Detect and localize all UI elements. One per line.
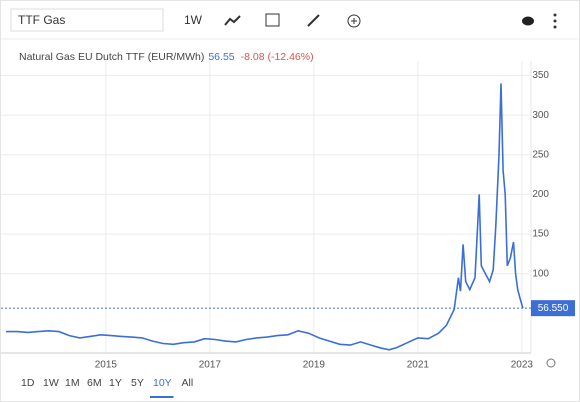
range-button[interactable]: All <box>182 377 194 389</box>
instrument-header: Natural Gas EU Dutch TTF (EUR/MWh) 56.55-… <box>19 51 314 63</box>
interval[interactable]: 1W <box>184 13 203 27</box>
search-box[interactable] <box>10 8 164 32</box>
change: -8.08 (-12.46%) <box>241 51 314 63</box>
chart-type-icon[interactable] <box>224 15 241 26</box>
x-tick-label: 2017 <box>199 360 222 371</box>
range-button[interactable]: 5Y <box>131 377 144 389</box>
last-price-tag <box>531 300 575 317</box>
y-tick-label: 100 <box>532 268 549 279</box>
range-button[interactable]: 1W <box>43 377 59 389</box>
search-text: TTF Gas <box>18 13 65 27</box>
y-tick-label: 250 <box>532 149 549 160</box>
range-button[interactable]: 10Y <box>153 377 172 389</box>
range-button[interactable]: 1M <box>65 377 80 389</box>
instrument-name: Natural Gas EU Dutch TTF (EUR/MWh) <box>19 51 204 63</box>
calendar-icon[interactable] <box>265 13 280 27</box>
range-button[interactable]: 1D <box>21 377 35 389</box>
draw-icon[interactable] <box>307 14 320 27</box>
x-tick-label: 2023 <box>511 360 534 371</box>
x-tick-label: 2015 <box>95 360 118 371</box>
add-icon-plus <box>351 18 357 24</box>
price-line <box>6 83 524 351</box>
range-button[interactable]: 1Y <box>109 377 122 389</box>
range-bar: 1D 1W 1M 6M 1Y 5Y 10Y All <box>21 377 194 398</box>
y-tick-label: 150 <box>532 229 549 240</box>
x-tick-label: 2021 <box>407 360 430 371</box>
settings-icon[interactable] <box>546 358 556 368</box>
range-button[interactable]: 6M <box>87 377 102 389</box>
download-icon[interactable] <box>522 16 534 26</box>
y-tick-label: 350 <box>532 70 549 81</box>
menu-icon-dot <box>553 19 557 23</box>
price: 56.55 <box>208 51 234 63</box>
y-tick-label: 300 <box>532 110 549 121</box>
menu-icon-dot <box>553 25 557 29</box>
x-tick-label: 2019 <box>303 360 326 371</box>
add-icon[interactable] <box>347 14 361 28</box>
y-tick-label: 200 <box>532 189 549 200</box>
last-price-label: 56.550 <box>538 303 569 314</box>
menu-icon[interactable] <box>553 13 557 17</box>
